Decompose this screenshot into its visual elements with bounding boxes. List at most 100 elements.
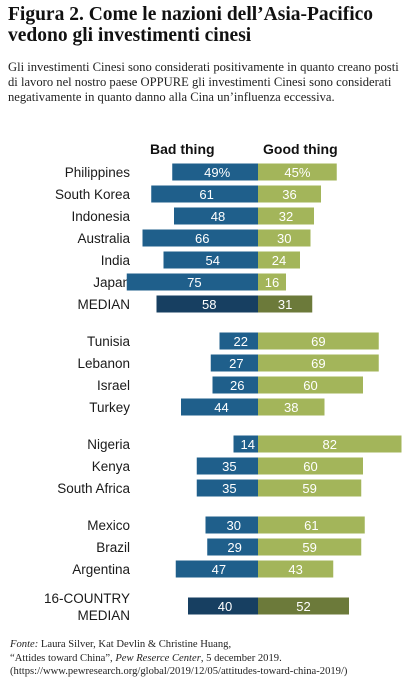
bad-bar-turkey [181,398,258,416]
good-bar-south-africa [258,479,362,497]
bad-value-indonesia: 48 [211,209,225,224]
bad-value-argentina: 47 [212,562,226,577]
good-value-india: 24 [272,253,286,268]
row-label-india: India [101,253,131,268]
bad-value-israel: 26 [230,378,244,393]
good-bar-indonesia [258,207,314,225]
figure-subtitle: Gli investimenti Cinesi sono considerati… [8,60,399,104]
good-bar-argentina [258,560,334,578]
source-label: Fonte: [10,639,39,650]
bad-value-australia: 66 [195,231,209,246]
bad-value-south-africa: 35 [222,481,236,496]
bad-bar-australia [142,229,258,247]
bad-value-kenya: 35 [222,459,236,474]
good-value-australia: 30 [277,231,291,246]
row-label-lebanon: Lebanon [77,356,130,371]
good-bar-kenya [258,457,363,475]
good-value-south-korea: 36 [282,187,296,202]
good-bar-mexico [258,516,365,534]
figure-title: Figura 2. Come le nazioni dell’Asia-Paci… [8,4,374,46]
legend-good-thing: Good thing [263,141,338,157]
source-publisher: Pew Reserce Center [115,652,201,664]
bad-value-turkey: 44 [214,400,228,415]
good-bar-philippines [258,163,337,181]
row-label-philippines: Philippines [65,165,131,180]
bad-bar-kenya [196,457,258,475]
good-bar-median [258,295,313,313]
bad-bar-tunisia [219,332,258,350]
bad-bar-nigeria [233,435,258,453]
good-value-indonesia: 32 [279,209,293,224]
row-label-israel: Israel [97,378,130,393]
row-label-mexico: Mexico [87,518,130,533]
source-date: , 5 december 2019. [200,652,282,664]
good-value-mexico: 61 [304,518,318,533]
good-value-turkey: 38 [284,400,298,415]
bad-bar-16-country-median [188,597,258,615]
bad-value-mexico: 30 [227,518,241,533]
source-authors: Laura Silver, Kat Devlin & Christine Hua… [38,639,232,650]
bad-bar-israel [212,376,258,394]
row-label-16-country-median: 16-COUNTRY MEDIAN [44,591,130,623]
good-value-16-country-median: 52 [296,599,310,614]
bad-bar-south-korea [151,185,258,203]
bad-value-tunisia: 22 [234,334,248,349]
good-value-israel: 60 [303,378,317,393]
source-article: “Attides toward China”, [10,652,116,664]
good-value-tunisia: 69 [311,334,325,349]
bad-bar-indonesia [174,207,258,225]
bad-bar-lebanon [210,354,258,372]
row-label-tunisia: Tunisia [87,334,131,349]
bad-value-16-country-median: 40 [218,599,232,614]
source-note: Fonte: Laura Silver, Kat Devlin & Christ… [10,638,406,679]
good-bar-brazil [258,538,362,556]
good-bar-tunisia [258,332,379,350]
bad-bar-japan [126,273,258,291]
good-value-nigeria: 82 [323,437,337,452]
row-label-indonesia: Indonesia [71,209,130,224]
bad-value-south-korea: 61 [199,187,213,202]
row-label-brazil: Brazil [96,540,130,555]
good-value-argentina: 43 [288,562,302,577]
good-value-japan: 16 [265,275,279,290]
good-bar-south-korea [258,185,321,203]
bad-bar-median [156,295,258,313]
row-label-japan: Japan [93,275,130,290]
legend-bad-thing: Bad thing [150,141,215,157]
good-bar-nigeria [258,435,402,453]
bad-bar-argentina [175,560,258,578]
good-bar-israel [258,376,363,394]
row-label-kenya: Kenya [92,459,131,474]
good-bar-turkey [258,398,325,416]
good-bar-australia [258,229,311,247]
source-url: (https://www.pewresearch.org/global/2019… [10,666,348,677]
bad-value-india: 54 [206,253,220,268]
good-bar-india [258,251,300,269]
good-value-brazil: 59 [302,540,316,555]
row-label-south-africa: South Africa [57,481,130,496]
good-bar-16-country-median [258,597,349,615]
bad-value-brazil: 29 [227,540,241,555]
bad-bar-mexico [205,516,258,534]
bad-value-philippines: 49% [204,165,230,180]
diverging-bar-chart: Philippines 49% 45% South Korea 61 36 Indonesi… [44,163,402,623]
row-label-median: MEDIAN [77,297,130,312]
row-label-turkey: Turkey [89,400,130,415]
bad-value-median: 58 [202,297,216,312]
row-label-nigeria: Nigeria [87,437,130,452]
row-label-argentina: Argentina [72,562,130,577]
row-label-australia: Australia [77,231,130,246]
bad-bar-south-africa [196,479,258,497]
good-value-philippines: 45% [284,165,310,180]
bad-bar-brazil [207,538,258,556]
row-label-south-korea: South Korea [55,187,131,202]
bad-value-lebanon: 27 [229,356,243,371]
bad-bar-philippines [172,163,258,181]
good-value-kenya: 60 [303,459,317,474]
good-value-lebanon: 69 [311,356,325,371]
good-bar-lebanon [258,354,379,372]
good-bar-japan [258,273,286,291]
good-value-south-africa: 59 [302,481,316,496]
bad-value-nigeria: 14 [241,437,255,452]
bad-bar-india [163,251,258,269]
